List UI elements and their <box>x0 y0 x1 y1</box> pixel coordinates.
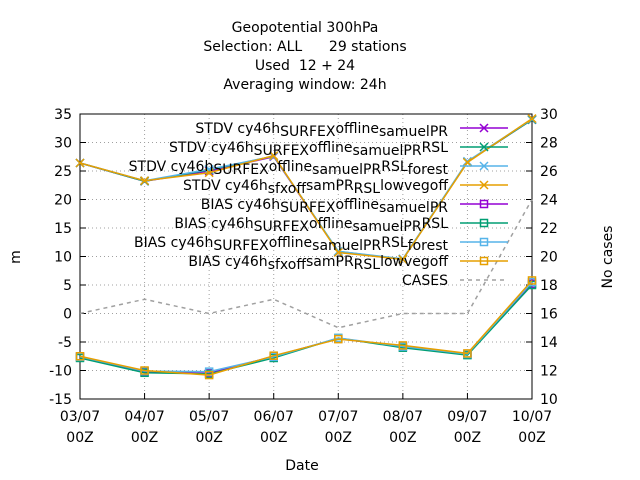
series-marker <box>527 276 537 285</box>
legend-entry: BIAS cy46hSURFEXofflinesamuelPR <box>201 197 508 216</box>
series <box>75 114 537 264</box>
series-marker <box>269 151 279 161</box>
series-marker <box>462 156 472 166</box>
y-tick-label: 0 <box>63 307 72 323</box>
series <box>75 279 537 378</box>
x-tick-label: 06/07 00Z <box>254 409 294 446</box>
legend-entry: BIAS cy46hsfxoffsamPRRSLlowvegoff <box>188 254 508 273</box>
y-tick-label: -5 <box>58 335 72 351</box>
chart-title: Geopotential 300hPa Selection: ALL 29 st… <box>203 20 406 93</box>
series-line <box>79 284 533 375</box>
series-line <box>79 283 533 375</box>
series-marker <box>463 349 472 358</box>
legend-entry: STDV cy46hsfxoffsamPRRSLlowvegoff <box>183 178 508 197</box>
y2-tick-label: 30 <box>540 107 558 123</box>
y2-tick-label: 10 <box>540 392 558 408</box>
y2-tick-label: 12 <box>540 364 558 380</box>
series-marker <box>75 352 85 361</box>
y2-tick-label: 22 <box>540 221 558 237</box>
legend-label: CASES <box>402 273 448 289</box>
legend-label: STDV cy46hSURFEXofflinesamuelPR <box>195 121 448 140</box>
series <box>75 280 537 379</box>
axes: -15 -10 -5 0 5 10 15 20 25 30 35 10 12 14 16 18 20 22 24 26… <box>49 107 558 446</box>
y-tick-label: 20 <box>54 193 72 209</box>
y2-tick-label: 24 <box>540 193 558 209</box>
y-tick-label: 5 <box>63 278 72 294</box>
legend-entry: CASES <box>402 273 508 289</box>
series-marker <box>479 256 489 266</box>
y-axis-label: m <box>8 250 24 264</box>
y-tick-label: 35 <box>54 107 72 123</box>
series-marker <box>462 157 472 167</box>
series-marker <box>140 176 150 186</box>
series-marker <box>527 114 537 124</box>
x-tick-label: 10/07 00Z <box>512 409 552 446</box>
title-line: Geopotential 300hPa <box>232 20 379 36</box>
y2-tick-label: 26 <box>540 164 558 180</box>
legend-label: BIAS cy46hsfxoffsamPRRSLlowvegoff <box>188 254 448 273</box>
x-tick-label: 07/07 00Z <box>318 409 358 446</box>
series-marker <box>479 237 489 247</box>
series-line <box>79 279 533 376</box>
series-marker <box>479 199 489 209</box>
series-marker <box>269 351 278 360</box>
x-tick-label: 05/07 00Z <box>189 409 229 446</box>
series-marker <box>479 161 489 171</box>
y-tick-label: -15 <box>49 392 72 408</box>
title-line: Averaging window: 24h <box>223 77 386 93</box>
y2-tick-label: 18 <box>540 278 558 294</box>
legend-label: STDV cy46hsfxoffsamPRRSLlowvegoff <box>183 178 448 197</box>
title-line: Used 12 + 24 <box>255 58 355 74</box>
series-marker <box>479 180 489 190</box>
series-marker <box>75 158 85 168</box>
series <box>75 276 537 380</box>
y-tick-label: 15 <box>54 221 72 237</box>
series-marker <box>398 341 408 350</box>
title-line: Selection: ALL 29 stations <box>203 39 406 55</box>
legend-label: STDV cy46hSURFEXofflinesamuelPRRSLforest <box>129 159 449 178</box>
legend-entry: BIAS cy46hSURFEXofflinesamuelPRRSLforest <box>134 235 508 254</box>
series-marker <box>479 218 489 228</box>
legend-entry: STDV cy46hSURFEXofflinesamuelPR <box>195 121 508 140</box>
series <box>75 277 537 376</box>
series-marker <box>479 142 489 152</box>
x-tick-label: 04/07 00Z <box>124 409 164 446</box>
legend-label: BIAS cy46hSURFEXofflinesamuelPRRSLforest <box>134 235 449 254</box>
series-marker <box>140 366 149 375</box>
y-tick-label: 30 <box>54 136 72 152</box>
y2-axis-label: No cases <box>600 226 616 289</box>
legend-label: STDV cy46hSURFEXofflinesamuelPRRSL <box>169 140 448 159</box>
x-tick-label: 08/07 00Z <box>383 409 423 446</box>
legend-label: BIAS cy46hSURFEXofflinesamuelPRRSL <box>174 216 448 235</box>
y2-tick-label: 20 <box>540 250 558 266</box>
series-marker <box>479 123 489 133</box>
series-marker <box>204 370 214 380</box>
series-marker <box>334 334 343 344</box>
y-tick-label: 25 <box>54 164 72 180</box>
plot-area <box>75 114 537 380</box>
series-marker <box>333 247 343 258</box>
series-line <box>79 117 533 261</box>
legend-label: BIAS cy46hSURFEXofflinesamuelPR <box>201 197 449 216</box>
legend-entry: STDV cy46hSURFEXofflinesamuelPRRSLforest <box>129 159 508 178</box>
series-marker <box>398 254 408 264</box>
x-tick-label: 09/07 00Z <box>447 409 487 446</box>
y-tick-label: 10 <box>54 250 72 266</box>
y-tick-label: -10 <box>49 364 72 380</box>
legend-entry: STDV cy46hSURFEXofflinesamuelPRRSL <box>169 140 508 159</box>
y2-tick-label: 14 <box>540 335 558 351</box>
legend-entry: BIAS cy46hSURFEXofflinesamuelPRRSL <box>174 216 508 235</box>
series <box>79 199 533 329</box>
y2-tick-label: 28 <box>540 136 558 152</box>
series-line <box>79 199 533 329</box>
x-tick-label: 03/07 00Z <box>60 409 100 446</box>
y2-tick-label: 16 <box>540 307 558 323</box>
x-axis-label: Date <box>285 458 318 474</box>
series-marker <box>204 168 214 178</box>
